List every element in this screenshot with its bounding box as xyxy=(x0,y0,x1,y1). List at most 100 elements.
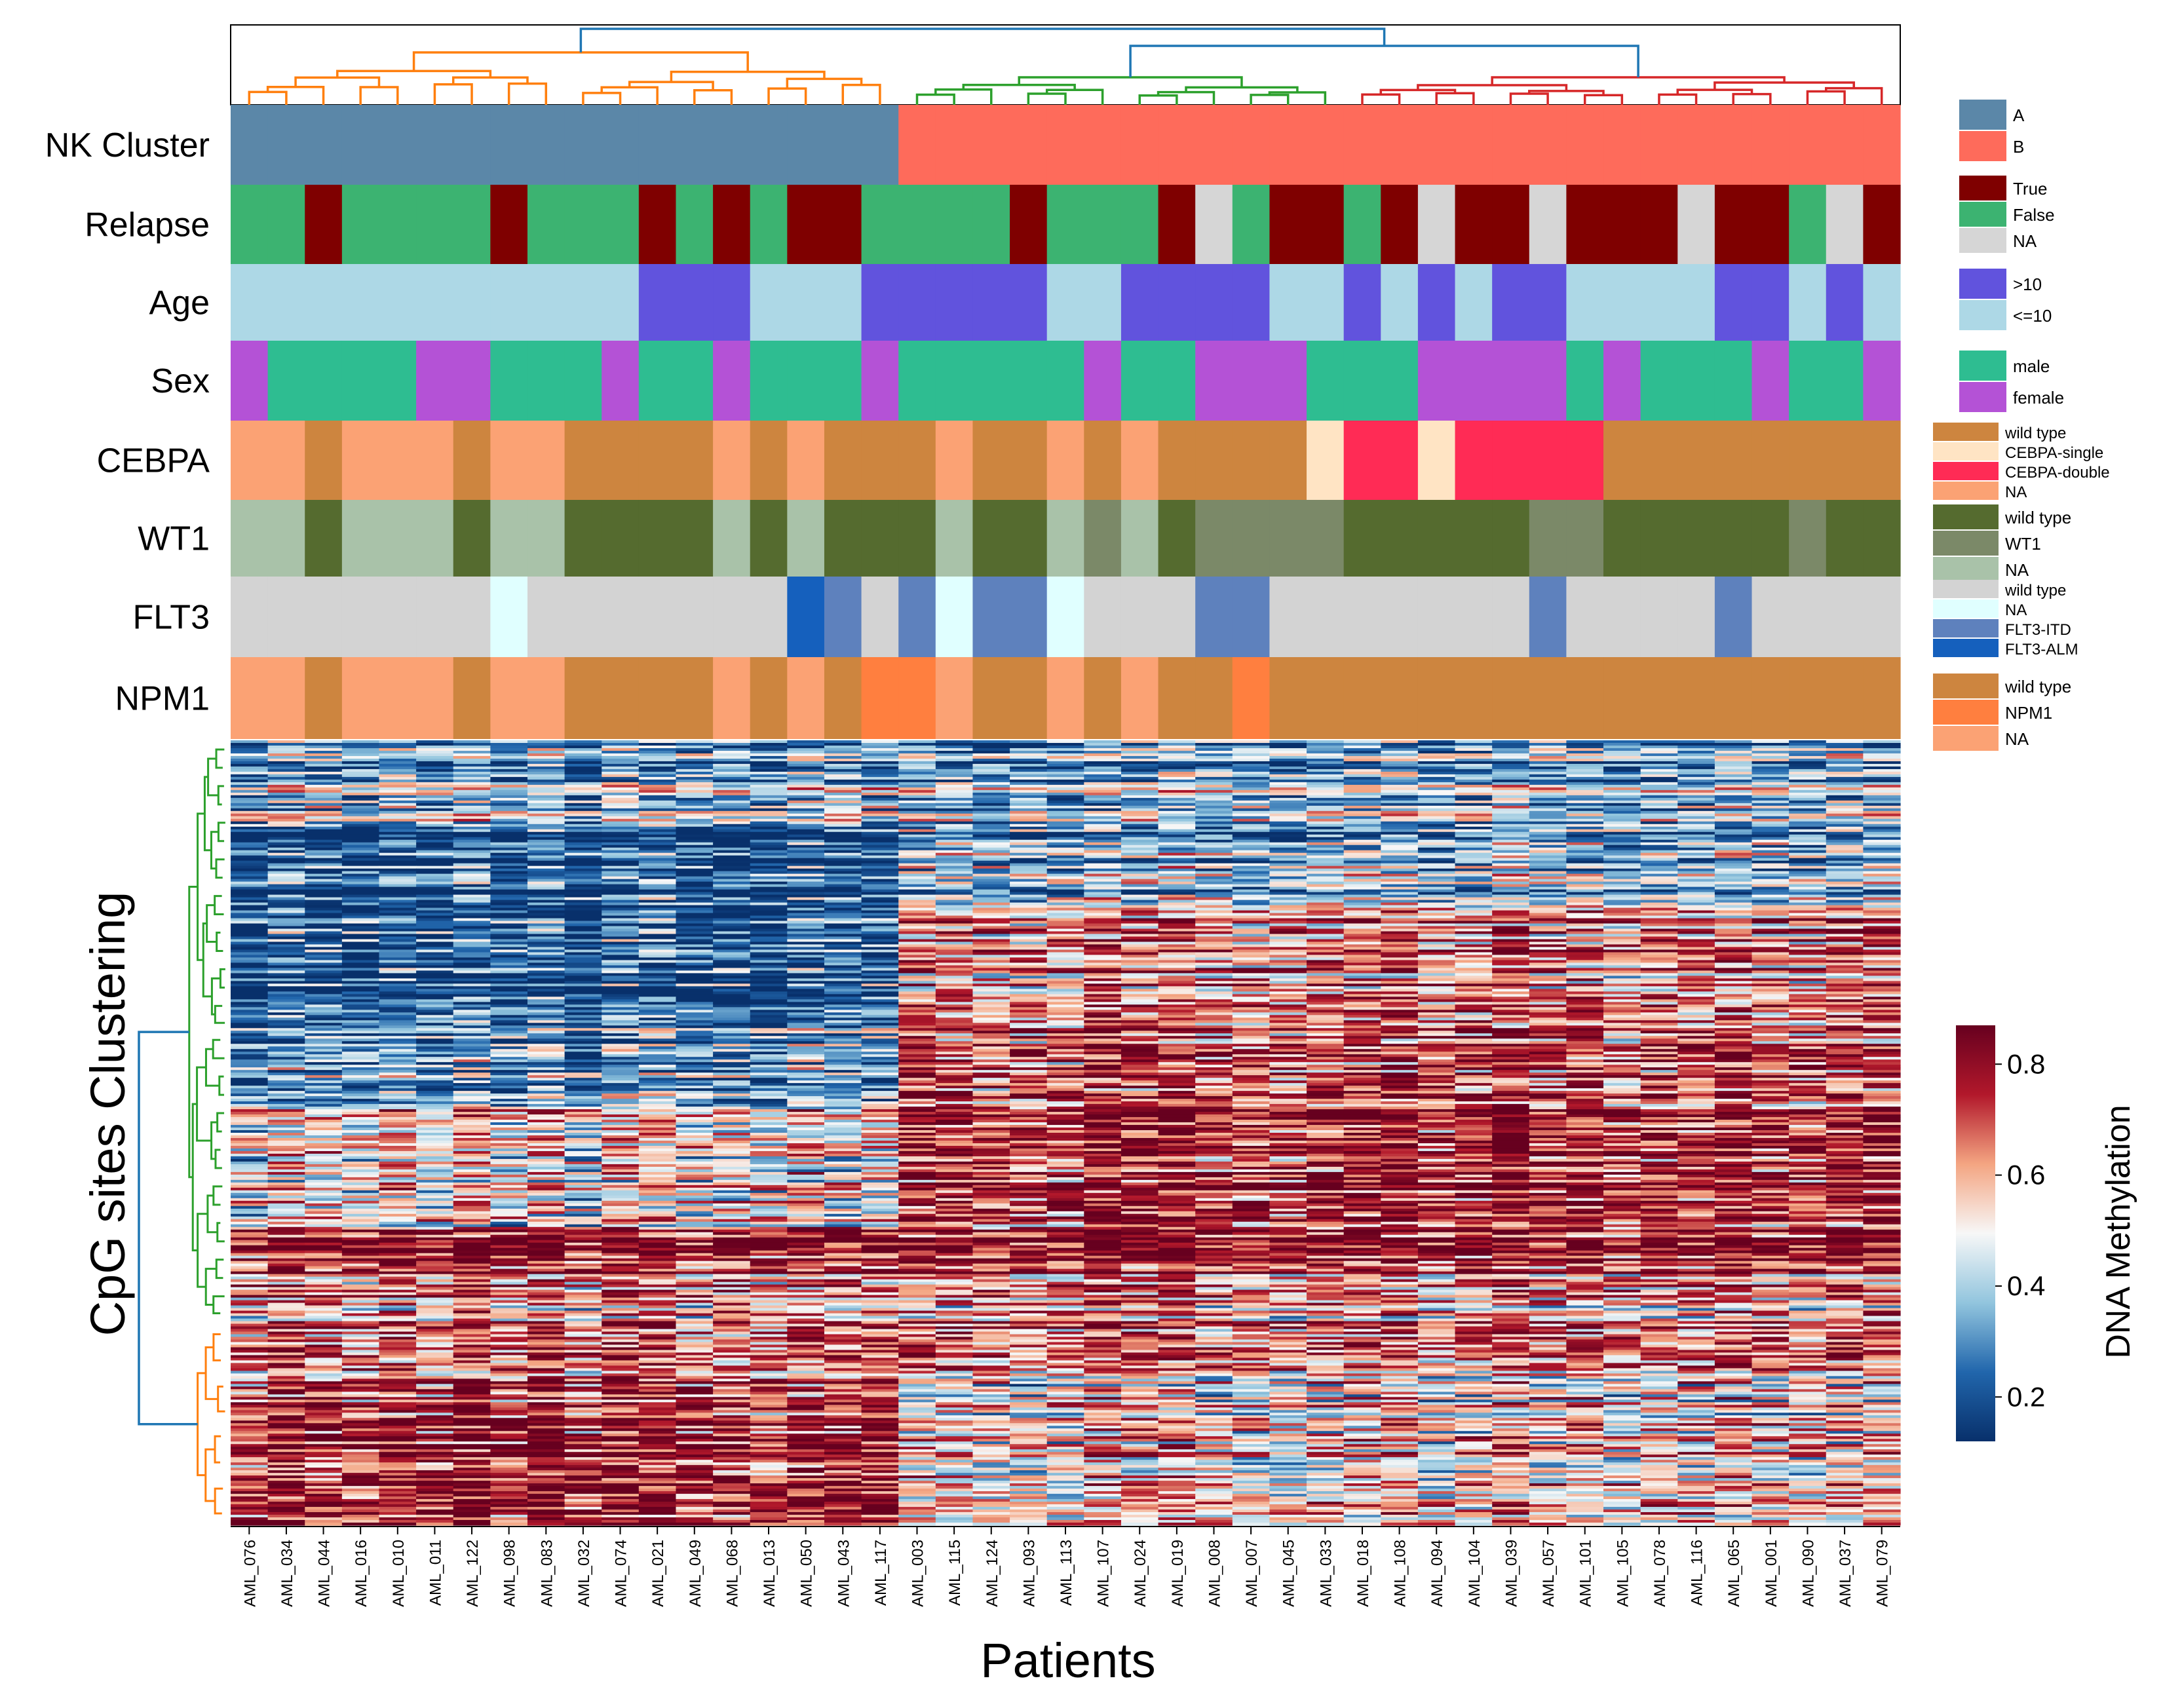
heatmap-cell xyxy=(1455,957,1493,961)
heatmap-cell xyxy=(1343,740,1381,744)
heatmap-cell xyxy=(1381,855,1419,859)
heatmap-cell xyxy=(341,968,380,972)
heatmap-cell xyxy=(1789,797,1827,801)
heatmap-cell xyxy=(231,928,269,932)
heatmap-cell xyxy=(564,915,602,919)
heatmap-cell xyxy=(1640,900,1678,903)
heatmap-cell xyxy=(1084,795,1122,799)
heatmap-cell xyxy=(861,889,899,893)
heatmap-cell xyxy=(1677,884,1715,888)
heatmap-cell xyxy=(341,965,380,969)
heatmap-cell xyxy=(1455,902,1493,906)
heatmap-cell xyxy=(787,776,825,780)
heatmap-cell xyxy=(898,766,936,770)
heatmap-cell xyxy=(602,886,640,890)
heatmap-cell xyxy=(527,902,565,906)
track-cell xyxy=(935,105,974,185)
heatmap-cell xyxy=(1195,881,1233,885)
heatmap-cell xyxy=(898,968,936,972)
heatmap-cell xyxy=(1195,818,1233,822)
heatmap-cell xyxy=(1492,868,1530,872)
heatmap-cell xyxy=(1677,960,1715,964)
heatmap-cell xyxy=(1603,876,1641,880)
heatmap-cell xyxy=(231,829,269,833)
heatmap-cell xyxy=(713,805,751,809)
heatmap-cell xyxy=(1120,918,1159,922)
heatmap-cell xyxy=(1269,999,1307,1002)
dendrogram-link xyxy=(1528,90,1605,96)
heatmap-cell xyxy=(1195,784,1233,788)
track-cell xyxy=(305,341,343,421)
heatmap-cell xyxy=(1826,818,1864,822)
heatmap-cell xyxy=(1120,923,1159,927)
heatmap-cell xyxy=(1084,782,1122,786)
heatmap-cell xyxy=(1195,879,1233,882)
heatmap-cell xyxy=(341,900,380,903)
heatmap-cell xyxy=(416,902,454,906)
heatmap-cell xyxy=(1789,868,1827,872)
heatmap-cell xyxy=(1158,787,1196,791)
heatmap-cell xyxy=(1417,952,1456,956)
heatmap-cell xyxy=(564,949,602,953)
heatmap-cell xyxy=(1381,805,1419,809)
heatmap-cell xyxy=(1529,761,1567,765)
heatmap-cell xyxy=(1603,994,1641,997)
heatmap-cell xyxy=(1455,750,1493,754)
heatmap-cell xyxy=(935,818,974,822)
heatmap-cell xyxy=(750,873,788,877)
track-cell xyxy=(1343,264,1381,341)
heatmap-cell xyxy=(824,915,862,919)
heatmap-cell xyxy=(1566,839,1604,843)
heatmap-cell xyxy=(898,868,936,872)
track-cell xyxy=(898,105,936,185)
heatmap-cell xyxy=(1677,855,1715,859)
heatmap-cell xyxy=(1307,860,1345,864)
heatmap-cell xyxy=(231,960,269,964)
heatmap-cell xyxy=(1566,886,1604,890)
track-cell xyxy=(1714,500,1753,577)
heatmap-cell xyxy=(1158,779,1196,783)
heatmap-cell xyxy=(676,787,714,791)
heatmap-cell xyxy=(1046,782,1084,786)
heatmap-cell xyxy=(861,800,899,804)
heatmap-cell xyxy=(1195,978,1233,981)
heatmap-cell xyxy=(1343,858,1381,862)
heatmap-cell xyxy=(305,797,343,801)
heatmap-cell xyxy=(379,795,417,799)
track-cell xyxy=(231,657,269,739)
heatmap-cell xyxy=(1269,976,1307,979)
heatmap-cell xyxy=(602,784,640,788)
heatmap-cell xyxy=(787,873,825,877)
heatmap-cell xyxy=(861,978,899,981)
heatmap-cell xyxy=(638,800,677,804)
heatmap-cell xyxy=(824,847,862,851)
heatmap-cell xyxy=(1084,920,1122,924)
heatmap-cell xyxy=(1046,955,1084,958)
heatmap-cell xyxy=(1010,863,1048,867)
heatmap-cell xyxy=(379,805,417,809)
heatmap-cell xyxy=(1195,983,1233,987)
heatmap-cell xyxy=(935,931,974,935)
heatmap-cell xyxy=(824,962,862,966)
heatmap-cell xyxy=(1455,758,1493,762)
heatmap-cell xyxy=(341,761,380,765)
heatmap-cell xyxy=(1529,983,1567,987)
heatmap-cell xyxy=(1603,813,1641,817)
heatmap-cell xyxy=(1343,868,1381,872)
heatmap-cell xyxy=(1455,845,1493,848)
heatmap-cell xyxy=(1640,797,1678,801)
heatmap-cell xyxy=(490,999,528,1002)
heatmap-cell xyxy=(1529,797,1567,801)
heatmap-cell xyxy=(1826,821,1864,825)
heatmap-cell xyxy=(1455,810,1493,814)
heatmap-cell xyxy=(1158,742,1196,746)
heatmap-cell xyxy=(1232,889,1271,893)
track-cell xyxy=(1529,185,1567,264)
track-cell xyxy=(1084,185,1122,264)
heatmap-cell xyxy=(1863,842,1901,846)
heatmap-cell xyxy=(1566,892,1604,896)
heatmap-cell xyxy=(1529,907,1567,911)
heatmap-cell xyxy=(1084,779,1122,783)
heatmap-cell xyxy=(267,973,305,976)
heatmap-cell xyxy=(1381,970,1419,974)
